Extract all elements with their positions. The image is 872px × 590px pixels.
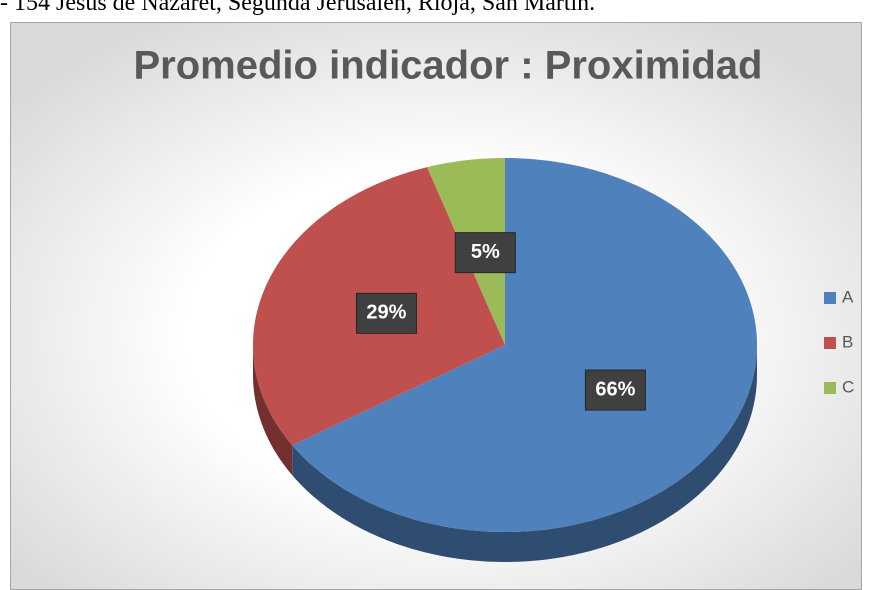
legend-label: A xyxy=(842,287,854,306)
chart-title: Promedio indicador : Proximidad xyxy=(134,44,763,88)
data-label: 29% xyxy=(366,302,406,324)
data-label-box xyxy=(454,232,516,274)
pie-side xyxy=(253,345,293,476)
data-label-box xyxy=(584,369,646,411)
header-text: - 154 Jesús de Nazaret, Segunda Jerusalé… xyxy=(0,0,596,16)
data-label: 66% xyxy=(595,378,635,400)
legend-swatch xyxy=(824,292,836,304)
pie-slice xyxy=(292,158,757,532)
pie-side xyxy=(292,345,757,562)
legend-swatch xyxy=(824,337,836,349)
legend-swatch xyxy=(824,382,836,394)
data-label-box xyxy=(355,292,417,334)
legend-label: B xyxy=(842,332,853,351)
legend-label: C xyxy=(842,377,854,396)
data-label: 5% xyxy=(471,241,500,263)
